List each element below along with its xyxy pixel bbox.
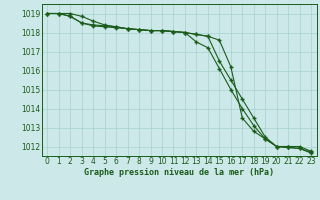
X-axis label: Graphe pression niveau de la mer (hPa): Graphe pression niveau de la mer (hPa)	[84, 168, 274, 177]
